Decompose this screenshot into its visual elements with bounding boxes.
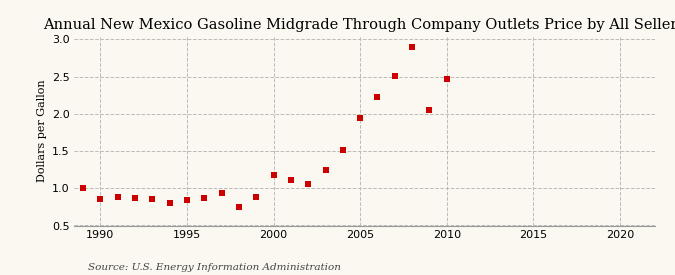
Text: Source: U.S. Energy Information Administration: Source: U.S. Energy Information Administ… (88, 263, 341, 272)
Y-axis label: Dollars per Gallon: Dollars per Gallon (38, 79, 47, 182)
Title: Annual New Mexico Gasoline Midgrade Through Company Outlets Price by All Sellers: Annual New Mexico Gasoline Midgrade Thro… (43, 18, 675, 32)
